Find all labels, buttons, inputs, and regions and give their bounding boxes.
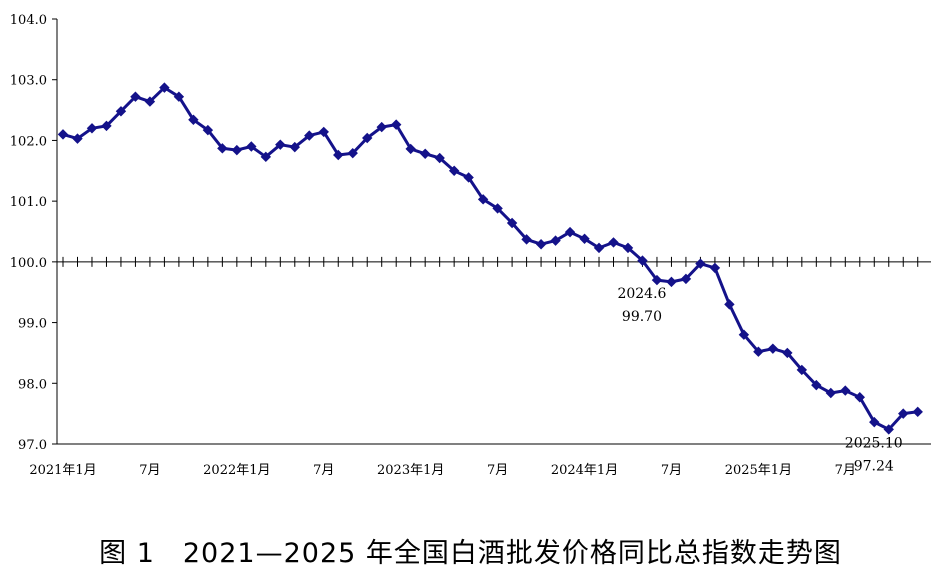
series-group	[57, 82, 923, 435]
data-point	[521, 234, 532, 245]
data-point	[506, 217, 518, 229]
data-point	[362, 132, 373, 144]
data-point	[333, 149, 344, 161]
data-point	[767, 343, 779, 354]
y-tick-label: 101.0	[10, 195, 47, 210]
y-tick-label: 104.0	[10, 13, 47, 28]
line-chart: 104.0 103.0 102.0 101.0 100.0 99.0 98.0 97.0 20…	[10, 13, 931, 478]
data-point	[86, 123, 98, 134]
data-point	[622, 242, 634, 254]
data-point	[246, 141, 257, 152]
x-tick-label: 7月	[139, 463, 160, 478]
data-point	[753, 346, 764, 357]
x-tick-label: 2025年1月	[725, 463, 792, 478]
data-point	[550, 235, 561, 246]
data-point	[448, 165, 460, 176]
data-point	[782, 347, 793, 359]
data-point	[390, 119, 402, 130]
data-point	[159, 82, 170, 93]
x-tick-label: 2022年1月	[203, 463, 270, 478]
x-tick-label: 7月	[313, 463, 334, 478]
data-point	[101, 120, 112, 132]
data-point	[376, 121, 387, 133]
data-point	[680, 273, 692, 285]
data-point	[854, 392, 865, 403]
data-point	[202, 124, 214, 136]
x-tick-label: 7月	[487, 463, 508, 478]
data-point	[434, 152, 445, 164]
data-point	[188, 114, 199, 125]
data-point	[115, 106, 127, 117]
data-point	[840, 385, 851, 396]
y-tick-label: 98.0	[18, 377, 47, 392]
data-point	[608, 237, 619, 248]
data-point	[637, 255, 648, 266]
y-tick-label: 103.0	[10, 74, 47, 89]
data-point	[579, 233, 590, 244]
data-point	[72, 133, 83, 144]
data-point	[304, 130, 315, 141]
data-point	[564, 226, 576, 238]
data-point	[347, 147, 358, 159]
data-point	[883, 424, 894, 435]
data-point	[405, 143, 416, 155]
data-point	[289, 141, 300, 153]
annotation-value: 99.70	[622, 309, 662, 325]
data-point	[898, 408, 909, 419]
data-point	[796, 364, 808, 376]
data-point	[738, 329, 750, 340]
data-point	[666, 276, 677, 288]
data-point	[477, 194, 489, 205]
data-point	[593, 242, 605, 254]
data-point	[130, 91, 141, 102]
data-point	[217, 143, 228, 154]
data-point	[492, 203, 503, 214]
data-point	[709, 262, 721, 274]
data-point	[695, 258, 706, 269]
data-point	[535, 239, 547, 250]
annotation-group: 2024.6 99.70 2025.10 97.24	[617, 286, 902, 474]
x-tick-label: 7月	[661, 463, 682, 478]
data-point	[144, 96, 156, 107]
data-point	[724, 299, 735, 310]
x-axis: 2021年1月 7月 2022年1月 7月 2023年1月 7月 2024年1月 7月 2025…	[29, 443, 931, 478]
y-tick-label: 102.0	[10, 134, 47, 149]
data-point	[825, 387, 837, 399]
y-tick-label: 97.0	[18, 438, 47, 453]
reference-line-100	[57, 256, 931, 267]
annotation-date: 2025.10	[845, 435, 903, 451]
x-tick-label: 7月	[835, 463, 856, 478]
data-point	[318, 126, 329, 138]
data-point	[57, 129, 69, 140]
x-tick-label: 2023年1月	[377, 463, 444, 478]
data-point	[260, 151, 272, 163]
data-point	[231, 144, 243, 156]
series-line	[62, 86, 918, 431]
data-point	[651, 274, 663, 286]
x-tick-label: 2024年1月	[551, 463, 618, 478]
data-point	[419, 148, 431, 159]
y-axis: 104.0 103.0 102.0 101.0 100.0 99.0 98.0 97.0	[10, 13, 58, 453]
data-point	[912, 406, 923, 418]
annotation-value: 97.24	[854, 458, 894, 474]
data-point	[275, 139, 286, 150]
data-point	[463, 172, 474, 183]
data-point	[811, 379, 822, 391]
data-point	[869, 416, 880, 428]
annotation-date: 2024.6	[617, 286, 666, 302]
y-tick-label: 100.0	[10, 256, 47, 271]
figure-caption: 图 1 2021—2025 年全国白酒批发价格同比总指数走势图	[99, 538, 842, 569]
x-tick-label: 2021年1月	[29, 463, 96, 478]
data-point	[173, 91, 185, 102]
y-tick-label: 99.0	[18, 317, 47, 332]
